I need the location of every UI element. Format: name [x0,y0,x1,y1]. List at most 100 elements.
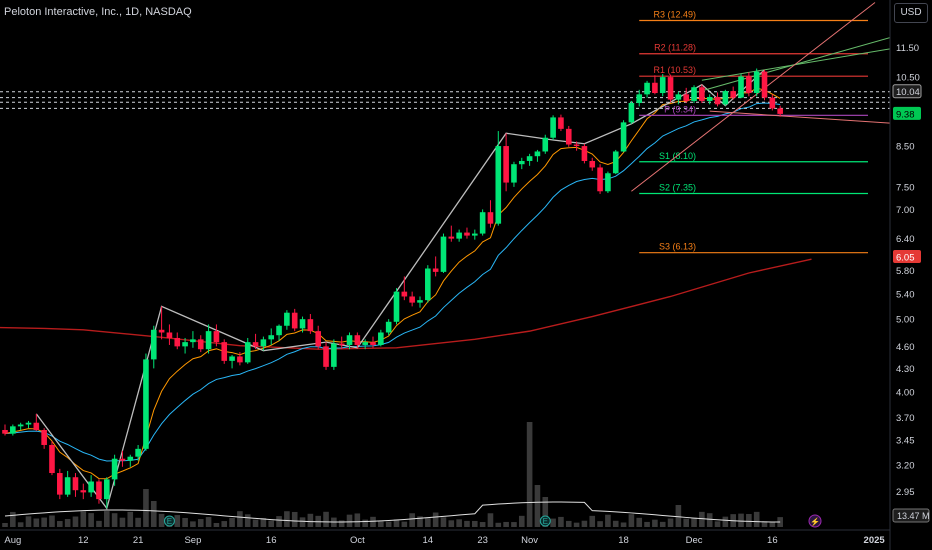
candle-body [401,291,408,297]
volume-bar [378,521,384,527]
volume-bar [620,522,627,527]
candle-body [409,296,415,303]
candle-body [182,342,188,347]
candle-body [511,164,517,183]
volume-bar [440,517,447,527]
candle-body [691,87,697,101]
volume-bar [612,520,619,527]
volume-bar [699,511,705,527]
volume-bar [323,511,329,527]
volume-bar [417,516,423,527]
candle-body [221,342,228,361]
candle-body [448,236,455,239]
candle-body [315,331,321,347]
volume-bar [158,513,165,527]
candle-body [526,156,533,161]
volume-bar [354,513,361,527]
volume-bar [17,522,24,527]
price-axis-tick: 4.00 [896,387,915,398]
candle-body [284,312,290,326]
volume-bar [495,522,502,527]
candle-body [127,456,134,461]
volume-bar [667,518,674,527]
volume-bar [589,515,596,527]
candle-body [166,332,173,338]
candle-body [111,458,118,480]
volume-bar [425,518,431,527]
price-axis-tick: 11.50 [896,43,919,54]
currency-button[interactable]: USD [894,3,928,23]
volume-bar [706,513,713,527]
candle-body [605,173,611,192]
volume-bar [683,518,690,527]
volume-bar [260,517,267,527]
time-axis-tick: 12 [78,535,89,546]
volume-bar [205,517,212,527]
candle-body [362,342,368,345]
volume-bar [213,522,220,527]
candle-body [597,167,603,192]
volume-bar [299,517,306,527]
volume-bar [456,519,462,527]
price-axis-tick: 3.45 [896,436,915,447]
price-label-box [892,84,922,99]
price-axis-tick: 2.95 [896,487,915,498]
candle-body [205,331,212,350]
volume-bar [111,513,118,527]
earnings-icon-label: E [167,517,172,526]
candle-body [558,117,564,129]
candle-body [753,71,760,94]
volume-bar [2,523,8,527]
time-axis-tick: 21 [133,535,144,546]
candle-body [652,82,658,94]
volume-bar [57,521,63,527]
time-axis-tick: Oct [350,535,365,546]
candle-body [370,342,376,345]
candle-body [761,71,768,98]
candle-body [644,82,650,95]
candle-body [550,117,556,138]
volume-average-line [4,501,781,523]
candle-body [636,94,643,103]
volume-bar [10,511,16,527]
price-label-box [893,249,921,263]
candle-body [338,343,345,345]
candle-body [722,91,729,105]
pivot-level-label: P (9.34) [664,104,696,114]
volume-bar [143,489,149,527]
candle-body [432,268,439,272]
time-axis-tick: Dec [686,535,703,546]
candle-body [33,422,40,430]
pivot-level-label: R3 (12.49) [653,9,696,19]
candle-body [197,339,204,350]
candle-body [542,137,549,152]
candle-body [440,236,447,272]
candle-body [299,319,306,329]
candle-body [534,151,541,157]
price-label: 9.38 [896,109,915,120]
earnings-icon [163,515,175,527]
volume-label: 13.47 M [897,511,930,521]
volume-bar [268,520,275,527]
candle-body [777,108,783,114]
time-axis-tick: 2025 [864,535,886,546]
volume-bar [777,517,783,527]
volume-bar [362,519,368,527]
candle-body [385,321,392,333]
volume-bar [338,520,345,527]
volume-bar [714,521,721,527]
candle-body [268,335,275,340]
candle-body [393,291,400,322]
price-axis-tick: 3.70 [896,413,915,424]
candle-body [675,94,682,100]
volume-bar [511,522,517,527]
trend-line [631,2,876,192]
volume-bar [565,520,572,527]
dividend-lightning-icon [808,514,822,528]
price-axis-tick: 4.30 [896,364,915,375]
volume-bar [346,514,353,527]
candle-body [190,339,196,343]
candle-body [25,422,32,425]
price-axis-tick: 10.50 [896,73,920,84]
